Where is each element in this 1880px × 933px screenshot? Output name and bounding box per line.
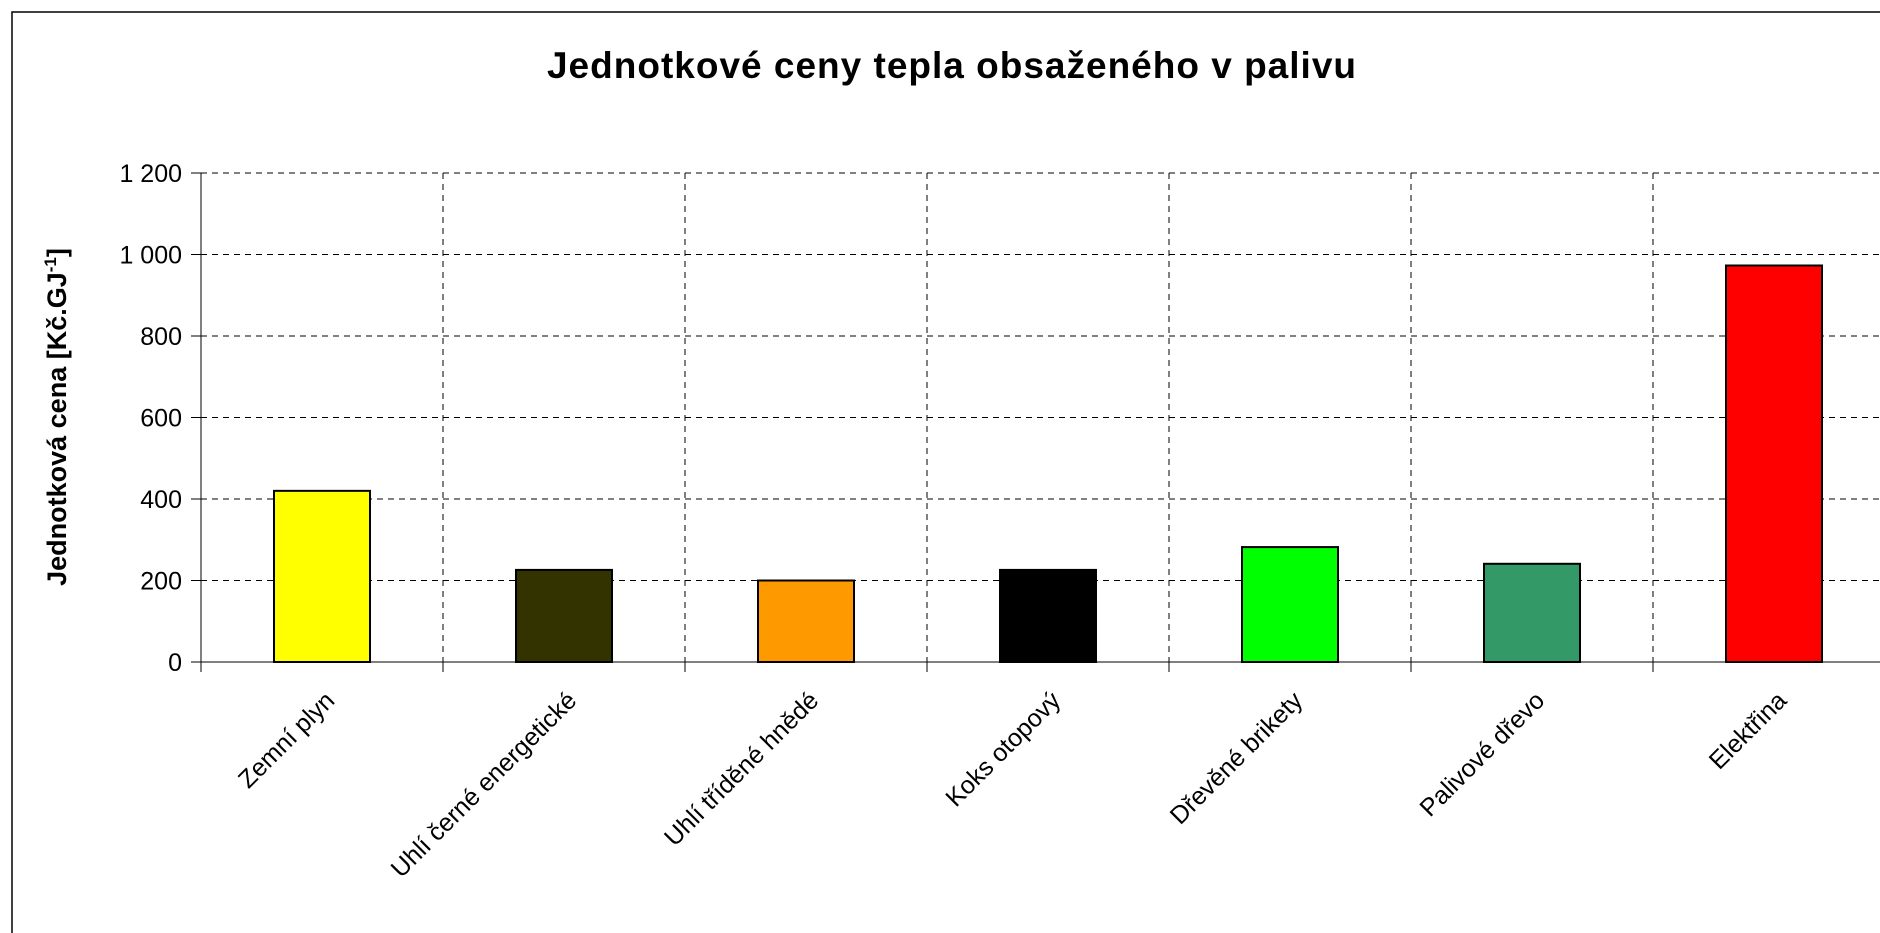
x-tick-label: Uhlí černé energetické bbox=[386, 686, 583, 883]
bar bbox=[273, 489, 371, 663]
x-tick-label: Zemní plyn bbox=[233, 686, 340, 793]
bar bbox=[1483, 562, 1581, 663]
y-axis-label: Jednotková cena [Kč.GJ-1] bbox=[41, 248, 72, 586]
y-axis-label-suffix: ] bbox=[42, 248, 72, 257]
bar bbox=[1241, 546, 1339, 664]
x-tick-label: Uhlí tříděné hnědé bbox=[659, 686, 824, 851]
y-tick-label: 1 200 bbox=[119, 160, 182, 188]
bar bbox=[1725, 264, 1823, 663]
x-tick-label: Koks otopový bbox=[940, 686, 1066, 812]
x-tick-label: Elektřina bbox=[1704, 686, 1793, 775]
y-axis-label-sup: -1 bbox=[41, 257, 60, 272]
bar bbox=[999, 568, 1097, 664]
y-tick-label: 1 000 bbox=[119, 242, 182, 270]
y-axis-label-text: Jednotková cena [Kč.GJ bbox=[42, 272, 72, 586]
chart-border bbox=[11, 11, 1880, 933]
y-tick-label: 400 bbox=[140, 486, 182, 514]
x-tick-label: Palivové dřevo bbox=[1414, 686, 1550, 822]
bar bbox=[515, 568, 613, 664]
y-tick-label: 800 bbox=[140, 323, 182, 351]
chart-title: Jednotkové ceny tepla obsaženého v paliv… bbox=[547, 45, 1357, 86]
bar bbox=[757, 579, 855, 663]
y-tick-label: 200 bbox=[140, 568, 182, 596]
y-tick-label: 0 bbox=[168, 649, 182, 677]
x-tick-label: Dřevěné brikety bbox=[1165, 686, 1309, 830]
y-tick-label: 600 bbox=[140, 405, 182, 433]
